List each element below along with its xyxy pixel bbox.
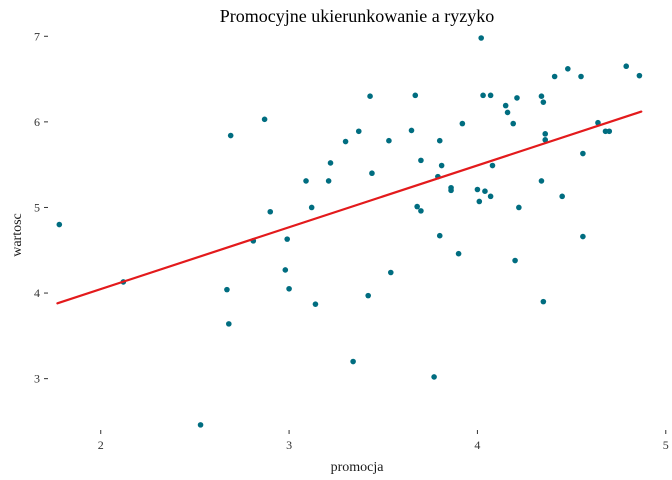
data-point bbox=[455, 250, 462, 257]
data-point bbox=[502, 102, 509, 109]
x-tick-label: 4 bbox=[474, 438, 480, 452]
data-point bbox=[478, 35, 484, 41]
data-point bbox=[542, 131, 549, 137]
data-point bbox=[578, 73, 584, 80]
x-tick-label: 5 bbox=[663, 438, 669, 452]
data-point bbox=[436, 232, 443, 239]
x-axis-ticks: 2 3 4 5 bbox=[98, 430, 669, 452]
data-point bbox=[516, 204, 522, 211]
data-point bbox=[197, 422, 204, 428]
data-point bbox=[580, 233, 586, 240]
data-point bbox=[595, 119, 601, 126]
data-point bbox=[512, 257, 518, 264]
data-point bbox=[284, 236, 290, 242]
data-point bbox=[606, 128, 613, 135]
data-point bbox=[474, 186, 481, 193]
data-point bbox=[538, 178, 545, 184]
data-point bbox=[459, 120, 466, 127]
data-point bbox=[476, 198, 483, 205]
data-point bbox=[342, 138, 349, 145]
data-point bbox=[510, 120, 517, 127]
data-point bbox=[414, 203, 420, 210]
data-point bbox=[387, 269, 394, 276]
data-point bbox=[226, 321, 232, 327]
data-point bbox=[418, 208, 424, 214]
data-point bbox=[267, 208, 274, 215]
data-point bbox=[514, 95, 520, 101]
fit-line-group bbox=[56, 110, 643, 305]
data-point bbox=[224, 286, 230, 293]
data-point bbox=[261, 116, 268, 123]
data-point bbox=[367, 93, 373, 99]
data-point bbox=[286, 285, 292, 292]
data-point bbox=[480, 92, 486, 99]
data-point bbox=[412, 92, 419, 99]
data-point bbox=[355, 128, 362, 135]
data-point bbox=[56, 221, 63, 228]
data-point bbox=[327, 160, 334, 166]
data-point bbox=[282, 267, 289, 273]
data-point bbox=[487, 193, 494, 200]
data-point bbox=[325, 178, 332, 184]
data-point bbox=[436, 137, 443, 144]
data-point bbox=[448, 184, 454, 191]
y-axis-ticks: 3 4 5 6 7 bbox=[34, 29, 48, 386]
y-axis-label: wartosc bbox=[10, 213, 25, 257]
x-tick-label: 3 bbox=[286, 438, 292, 452]
x-tick-label: 2 bbox=[98, 438, 104, 452]
data-point bbox=[489, 162, 496, 169]
data-point bbox=[565, 66, 571, 72]
data-point bbox=[623, 63, 630, 70]
data-point bbox=[431, 374, 437, 380]
data-point bbox=[365, 292, 371, 299]
data-point bbox=[487, 92, 494, 99]
data-point bbox=[540, 99, 547, 105]
data-point bbox=[551, 73, 558, 80]
x-axis-label: promocja bbox=[331, 460, 385, 475]
data-point bbox=[386, 137, 392, 144]
data-point bbox=[504, 109, 511, 116]
data-point bbox=[636, 72, 643, 79]
data-point bbox=[418, 157, 424, 164]
y-tick-label: 6 bbox=[34, 115, 40, 129]
data-point bbox=[542, 137, 549, 143]
data-point bbox=[408, 127, 415, 134]
y-tick-label: 7 bbox=[34, 29, 40, 43]
data-point bbox=[559, 193, 565, 200]
data-point bbox=[308, 204, 315, 211]
data-point bbox=[580, 150, 586, 157]
regression-line bbox=[56, 110, 643, 305]
y-tick-label: 5 bbox=[34, 200, 40, 214]
y-tick-label: 4 bbox=[34, 286, 40, 300]
y-tick-label: 3 bbox=[34, 372, 40, 386]
data-point bbox=[350, 358, 356, 365]
data-point bbox=[303, 178, 309, 184]
data-point bbox=[369, 170, 375, 177]
data-point bbox=[438, 162, 445, 169]
data-point bbox=[538, 93, 545, 99]
data-point bbox=[482, 188, 488, 194]
data-points bbox=[56, 35, 643, 428]
chart-title: Promocyjne ukierunkowanie a ryzyko bbox=[220, 6, 494, 26]
data-point bbox=[227, 132, 234, 139]
data-point bbox=[540, 298, 547, 305]
data-point bbox=[312, 301, 319, 307]
